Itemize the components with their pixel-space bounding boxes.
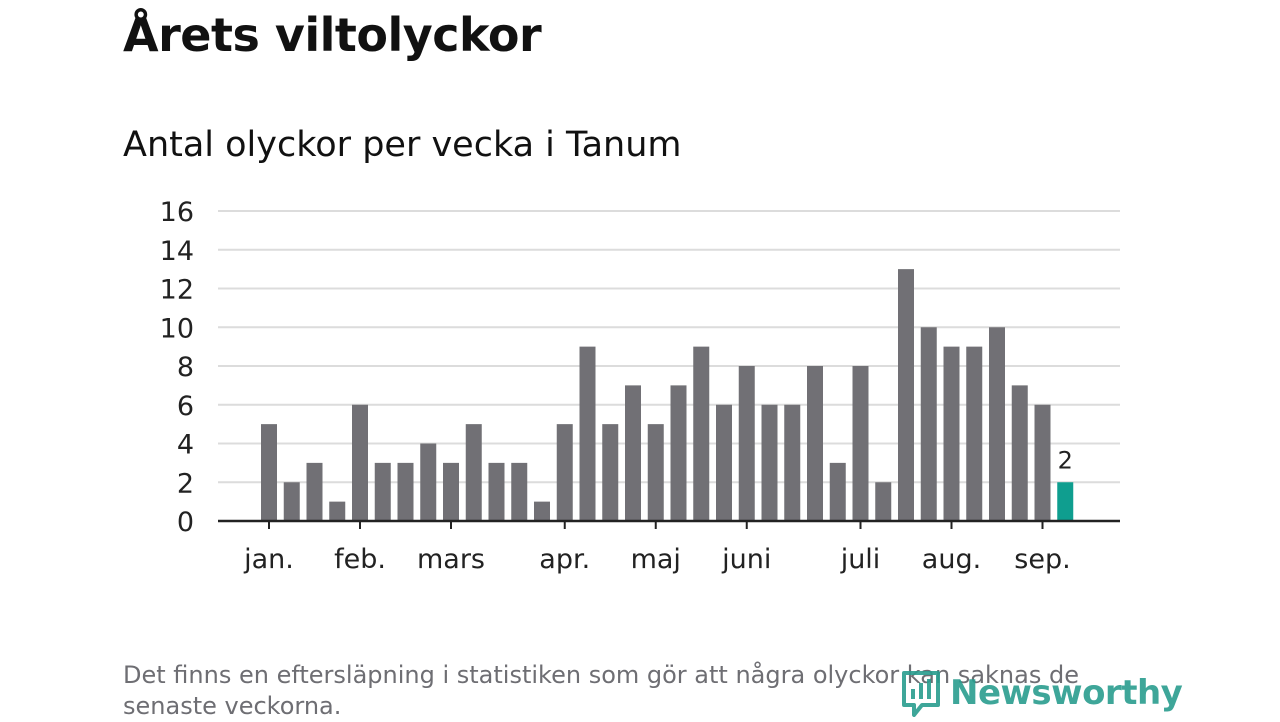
newsworthy-logo-icon [902,671,940,717]
chart-title: Årets viltolyckor [123,8,542,62]
y-tick-label: 2 [177,468,194,499]
chart-subtitle: Antal olyckor per vecka i Tanum [123,125,682,165]
bar [738,366,755,521]
x-tick-label: mars [417,544,485,575]
bar [716,404,732,521]
x-tick-label: jan. [243,544,294,575]
y-tick-label: 0 [177,507,194,538]
bar [352,404,368,521]
brand-logo: Newsworthy [900,668,1183,718]
y-tick-label: 14 [160,236,194,267]
x-tick-label: aug. [922,544,981,575]
x-tick-label: sep. [1014,544,1070,575]
x-tick-label: apr. [539,544,590,575]
bar [784,404,801,521]
bar [488,462,505,521]
bar [693,346,710,521]
bar [989,327,1005,521]
bar [579,346,596,521]
bar [374,462,391,521]
bar [261,424,277,521]
bar [306,462,323,521]
bar [807,366,823,521]
x-tick-label: maj [631,544,681,575]
bar [966,346,983,521]
bar [647,424,664,521]
bar [397,462,414,521]
y-tick-label: 12 [160,275,194,306]
bar [556,424,573,521]
bar [420,443,437,521]
bar [465,424,482,521]
bar [1011,385,1028,521]
bar [625,385,641,521]
bar [920,327,937,521]
x-tick-label: juli [840,544,881,575]
bar [761,404,778,521]
bar [283,482,300,521]
bar-data-label: 2 [1058,446,1073,474]
bar [602,424,619,521]
bar [898,269,914,521]
bar [943,346,960,521]
x-tick-label: feb. [334,544,386,575]
bar [511,462,528,521]
bar [670,385,687,521]
y-tick-label: 4 [177,430,194,461]
bar [1034,404,1051,521]
bar [829,462,846,521]
y-tick-label: 6 [177,391,194,422]
bar [329,501,346,521]
bar [443,462,459,521]
y-tick-label: 10 [160,313,194,344]
y-tick-label: 8 [177,352,194,383]
y-tick-label: 16 [160,197,194,228]
bar-highlight [1057,482,1074,521]
bar [534,501,550,521]
brand-name: Newsworthy [950,673,1183,713]
x-tick-label: juni [721,544,771,575]
bar [875,482,892,521]
bar [852,366,869,521]
